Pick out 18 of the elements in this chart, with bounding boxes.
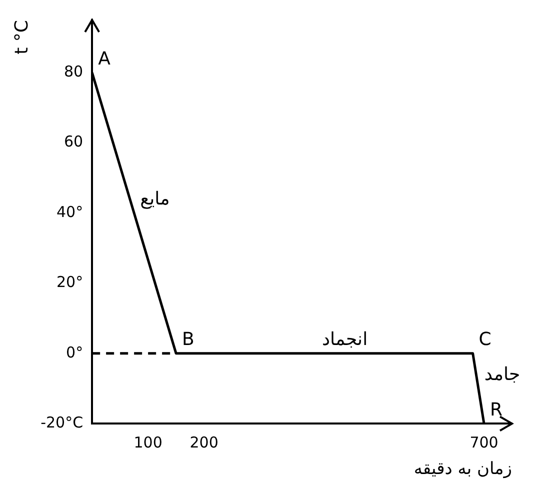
y-tick-label: 0° xyxy=(66,343,84,362)
annotation: A xyxy=(98,48,112,70)
x-tick-label: 700 xyxy=(470,433,498,452)
x-tick-label: 100 xyxy=(134,433,162,452)
x-axis-title: زمان به دقیقه xyxy=(414,459,512,480)
y-tick-label: 40° xyxy=(56,202,84,221)
annotation: B xyxy=(182,329,194,350)
y-axis-title: t °C xyxy=(11,20,32,54)
y-tick-label: 60 xyxy=(64,132,84,151)
y-tick-label: -20°C xyxy=(40,413,84,432)
y-tick-label: 20° xyxy=(56,273,84,292)
annotation: انجماد xyxy=(322,329,368,350)
annotation: C xyxy=(478,329,492,350)
annotation: مایع xyxy=(140,188,170,210)
x-tick-label: 200 xyxy=(190,433,218,452)
annotation: جامد xyxy=(484,364,520,386)
y-tick-label: 80 xyxy=(64,62,84,81)
annotation: R xyxy=(490,399,503,420)
